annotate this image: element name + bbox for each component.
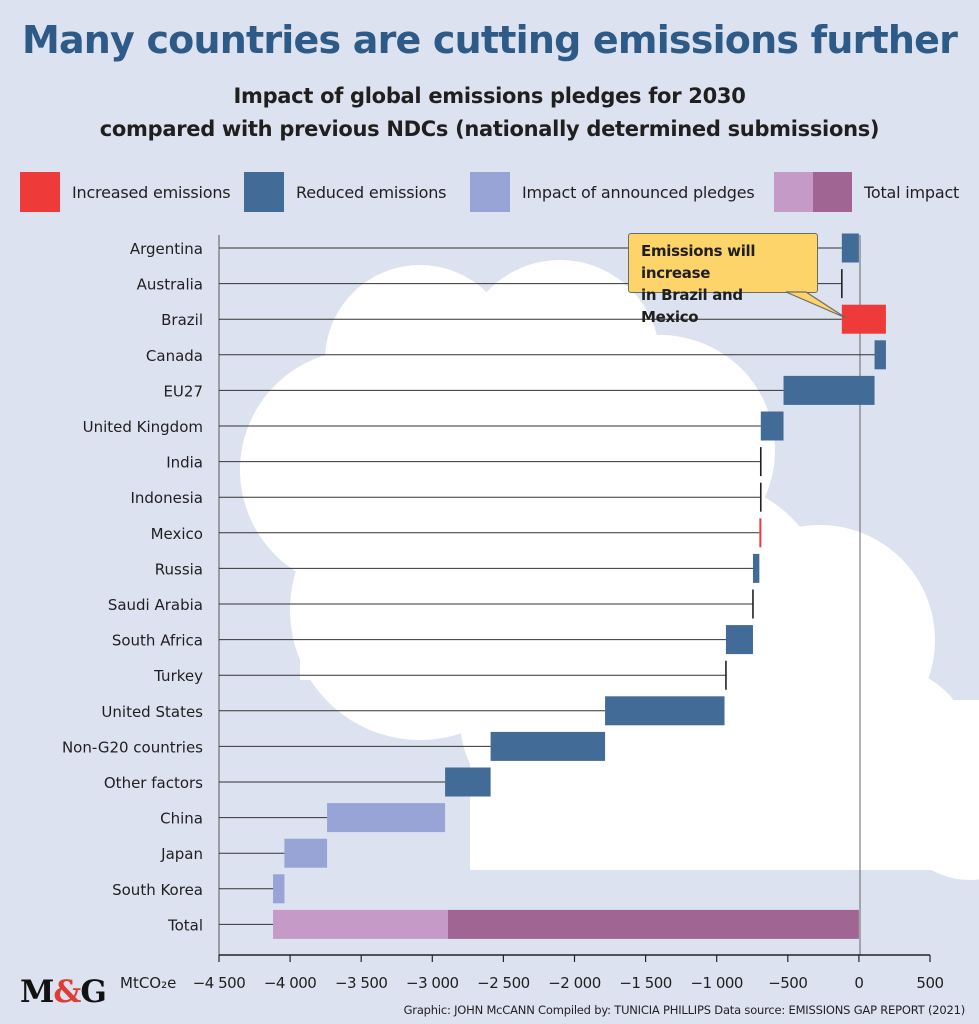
callout-line-2: in Brazil and Mexico [641,286,743,326]
x-tick-label: 0 [854,974,863,992]
subtitle-line-1: Impact of global emissions pledges for 2… [233,84,746,108]
legend-label-pledges: Impact of announced pledges [522,182,755,202]
x-axis: MtCO₂e −4 500 −4 000 −3 500 −3 000 −2 500 −2 … [120,954,944,992]
category-label-united-kingdom: United Kingdom [83,418,203,436]
bar-united-kingdom [760,411,784,441]
category-label-eu27: EU27 [163,382,203,400]
callout-line-1: Emissions will increase [641,242,756,282]
x-tick-label: −3 500 [335,974,388,992]
category-label-australia: Australia [137,276,203,294]
x-tick-label: −3 000 [406,974,459,992]
legend-swatch-reduced [244,172,284,212]
x-tick-label: −2 500 [477,974,530,992]
bar-south-korea [273,874,285,904]
logo-ampersand: & [53,974,81,1010]
legend-label-reduced: Reduced emissions [296,182,447,202]
bar-total-pledges [273,909,448,939]
bar-non-g20-countries [490,731,606,761]
category-label-india: India [166,454,203,472]
chart-subtitle: Impact of global emissions pledges for 2… [0,80,979,146]
category-label-japan: Japan [160,845,203,863]
bar-south-africa [725,625,753,655]
legend-swatch-increased [20,172,60,212]
bar-canada [874,340,886,370]
x-tick-label: −2 000 [548,974,601,992]
callout-annotation: Emissions will increase in Brazil and Me… [628,233,818,326]
category-label-non-g20-countries: Non-G20 countries [62,738,203,756]
category-label-russia: Russia [155,560,203,578]
category-label-other-factors: Other factors [104,774,203,792]
x-tick-label: −1 500 [619,974,672,992]
category-label-turkey: Turkey [153,667,203,685]
category-label-saudi-arabia: Saudi Arabia [108,596,203,614]
x-tick-label: −4 500 [193,974,246,992]
page-title: Many countries are cutting emissions fur… [21,18,958,62]
bar-other-factors [445,767,491,797]
bar-united-states [605,696,725,726]
credits-footer: Graphic: JOHN McCANN Compiled by: TUNICI… [403,1003,966,1017]
category-label-canada: Canada [146,347,203,365]
bar-argentina [841,233,859,263]
category-label-total: Total [167,916,203,934]
legend-item-pledges: Impact of announced pledges [470,172,755,212]
category-label-south-africa: South Africa [112,632,203,650]
bar-mexico [759,518,762,548]
bar-total-impact [447,909,859,939]
x-axis-unit-label: MtCO₂e [120,974,176,992]
bar-china [327,803,446,833]
legend-item-total: Total impact [774,172,959,212]
publisher-logo: M&G [20,974,107,1010]
legend-swatch-total [774,172,852,212]
logo-letter-m: M [20,974,54,1010]
subtitle-line-2: compared with previous NDCs (nationally … [99,117,880,141]
legend-label-increased: Increased emissions [72,182,231,202]
cloud-illustration [240,260,979,880]
x-tick-label: −500 [768,974,807,992]
bar-brazil [841,304,886,334]
legend-item-increased: Increased emissions [20,172,231,212]
category-label-argentina: Argentina [130,240,203,258]
category-label-indonesia: Indonesia [130,489,203,507]
logo-letter-g: G [80,974,107,1010]
legend: Increased emissions Reduced emissions Im… [0,172,979,216]
bar-russia [752,553,760,583]
x-tick-label: −4 000 [264,974,317,992]
legend-swatch-pledges [470,172,510,212]
category-label-china: China [160,810,203,828]
x-tick-label: 500 [916,974,943,992]
legend-label-total: Total impact [864,182,960,202]
category-label-brazil: Brazil [161,311,203,329]
category-label-united-states: United States [101,703,203,721]
category-label-south-korea: South Korea [112,881,203,899]
bar-eu27 [783,375,875,405]
legend-item-reduced: Reduced emissions [244,172,446,212]
bar-japan [284,838,328,868]
category-label-mexico: Mexico [151,525,203,543]
x-tick-label: −1 000 [690,974,743,992]
chart-rows: Argentina Australia Brazil Canada EU27 United… [62,233,886,939]
